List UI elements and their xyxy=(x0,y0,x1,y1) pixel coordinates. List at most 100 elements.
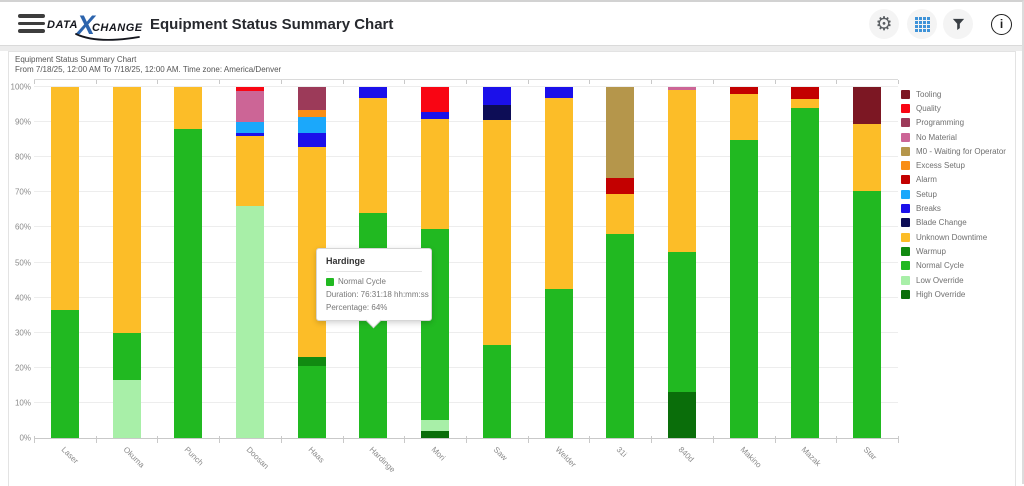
segment-normal-cycle[interactable] xyxy=(544,288,573,438)
dataxchange-logo[interactable]: DATA X CHANGE xyxy=(47,7,143,43)
legend-item-setup[interactable]: Setup xyxy=(901,187,1006,201)
chart-plot-area[interactable] xyxy=(34,86,898,438)
segment-breaks[interactable] xyxy=(359,87,388,98)
segment-unknown-downtime[interactable] xyxy=(606,194,635,235)
segment-unknown-downtime[interactable] xyxy=(544,97,573,289)
segment-alarm[interactable] xyxy=(729,87,758,95)
chart-top-axis xyxy=(34,79,899,85)
legend-item-quality[interactable]: Quality xyxy=(901,101,1006,115)
legend-item-unknown-downtime[interactable]: Unknown Downtime xyxy=(901,230,1006,244)
legend-label: Setup xyxy=(916,189,937,199)
bar-mori[interactable] xyxy=(421,87,450,438)
top-axis-tick xyxy=(774,80,776,84)
segment-alarm[interactable] xyxy=(791,87,820,100)
legend-item-m0-waiting-for-operator[interactable]: M0 - Waiting for Operator xyxy=(901,144,1006,158)
segment-normal-cycle[interactable] xyxy=(174,129,203,438)
legend-item-low-override[interactable]: Low Override xyxy=(901,273,1006,287)
x-tick-label-welder: Welder xyxy=(553,445,578,470)
bar-welder[interactable] xyxy=(544,87,573,438)
segment-breaks[interactable] xyxy=(236,132,264,137)
segment-unknown-downtime[interactable] xyxy=(112,87,141,333)
bar-makino[interactable] xyxy=(729,87,758,438)
segment-normal-cycle[interactable] xyxy=(50,309,79,438)
legend-item-breaks[interactable]: Breaks xyxy=(901,201,1006,215)
segment-normal-cycle[interactable] xyxy=(853,190,882,438)
segment-unknown-downtime[interactable] xyxy=(668,89,696,252)
bar-okuma[interactable] xyxy=(112,87,141,438)
segment-unknown-downtime[interactable] xyxy=(482,120,511,345)
gridline xyxy=(34,226,898,228)
segment-blade-change[interactable] xyxy=(482,104,511,121)
legend-item-warmup[interactable]: Warmup xyxy=(901,244,1006,258)
legend-item-alarm[interactable]: Alarm xyxy=(901,173,1006,187)
legend-item-no-material[interactable]: No Material xyxy=(901,130,1006,144)
segment-m0-waiting-for-operator[interactable] xyxy=(606,87,635,179)
segment-low-override[interactable] xyxy=(236,206,264,438)
bar-punch[interactable] xyxy=(174,87,203,438)
segment-setup[interactable] xyxy=(236,122,264,133)
top-axis-tick xyxy=(404,80,406,84)
legend-item-high-override[interactable]: High Override xyxy=(901,287,1006,301)
segment-normal-cycle[interactable] xyxy=(297,366,326,438)
legend-item-programming[interactable]: Programming xyxy=(901,116,1006,130)
segment-unknown-downtime[interactable] xyxy=(421,118,450,230)
segment-quality[interactable] xyxy=(421,87,450,112)
segment-excess-setup[interactable] xyxy=(297,109,326,117)
segment-breaks[interactable] xyxy=(544,87,573,98)
segment-unknown-downtime[interactable] xyxy=(174,87,203,130)
segment-setup[interactable] xyxy=(297,116,326,133)
segment-programming[interactable] xyxy=(297,87,326,110)
segment-normal-cycle[interactable] xyxy=(112,332,141,381)
segment-low-override[interactable] xyxy=(112,380,141,438)
bar-mazak[interactable] xyxy=(791,87,820,438)
segment-quality[interactable] xyxy=(236,87,264,91)
legend-item-normal-cycle[interactable]: Normal Cycle xyxy=(901,259,1006,273)
legend-swatch-icon xyxy=(901,175,910,185)
bar-840d[interactable] xyxy=(668,87,696,438)
segment-normal-cycle[interactable] xyxy=(482,345,511,438)
top-axis-tick xyxy=(342,80,344,84)
segment-normal-cycle[interactable] xyxy=(668,251,696,393)
segment-high-override[interactable] xyxy=(668,392,696,438)
segment-breaks[interactable] xyxy=(482,87,511,105)
bar-laser[interactable] xyxy=(50,87,79,438)
segment-breaks[interactable] xyxy=(421,111,450,119)
segment-normal-cycle[interactable] xyxy=(606,234,635,438)
bar-star[interactable] xyxy=(853,87,882,438)
segment-unknown-downtime[interactable] xyxy=(50,87,79,310)
segment-no-material[interactable] xyxy=(236,90,264,123)
table-grid-icon[interactable] xyxy=(907,9,937,39)
report-title: Equipment Status Summary Chart xyxy=(15,55,137,64)
bar-haas[interactable] xyxy=(297,87,326,438)
bar-doosan[interactable] xyxy=(236,87,264,438)
info-icon[interactable]: i xyxy=(991,13,1012,35)
segment-tooling[interactable] xyxy=(853,87,882,124)
segment-breaks[interactable] xyxy=(297,132,326,147)
segment-warmup[interactable] xyxy=(297,357,326,367)
x-axis-tick xyxy=(898,436,899,443)
segment-no-material[interactable] xyxy=(668,87,696,90)
bar-31i[interactable] xyxy=(606,87,635,438)
bar-saw[interactable] xyxy=(482,87,511,438)
filter-funnel-icon[interactable] xyxy=(943,9,973,39)
segment-unknown-downtime[interactable] xyxy=(853,123,882,191)
segment-low-override[interactable] xyxy=(421,420,450,431)
legend-item-tooling[interactable]: Tooling xyxy=(901,87,1006,101)
segment-normal-cycle[interactable] xyxy=(791,108,820,438)
top-axis-tick xyxy=(898,80,899,84)
segment-high-override[interactable] xyxy=(421,430,450,438)
legend-item-blade-change[interactable]: Blade Change xyxy=(901,216,1006,230)
menu-hamburger-icon[interactable] xyxy=(18,14,45,34)
legend-item-excess-setup[interactable]: Excess Setup xyxy=(901,158,1006,172)
legend-label: Excess Setup xyxy=(916,161,965,171)
x-tick-label-hardinge: Hardinge xyxy=(368,445,398,475)
tooltip-duration: Duration: 76:31:18 hh:mm:ss xyxy=(326,290,429,299)
settings-gear-icon[interactable]: ⚙ xyxy=(869,9,899,39)
logo-x-mark: X xyxy=(76,9,95,40)
segment-unknown-downtime[interactable] xyxy=(236,136,264,207)
segment-unknown-downtime[interactable] xyxy=(359,97,388,214)
segment-alarm[interactable] xyxy=(606,178,635,195)
segment-unknown-downtime[interactable] xyxy=(729,94,758,140)
segment-unknown-downtime[interactable] xyxy=(791,99,820,109)
segment-normal-cycle[interactable] xyxy=(729,139,758,438)
